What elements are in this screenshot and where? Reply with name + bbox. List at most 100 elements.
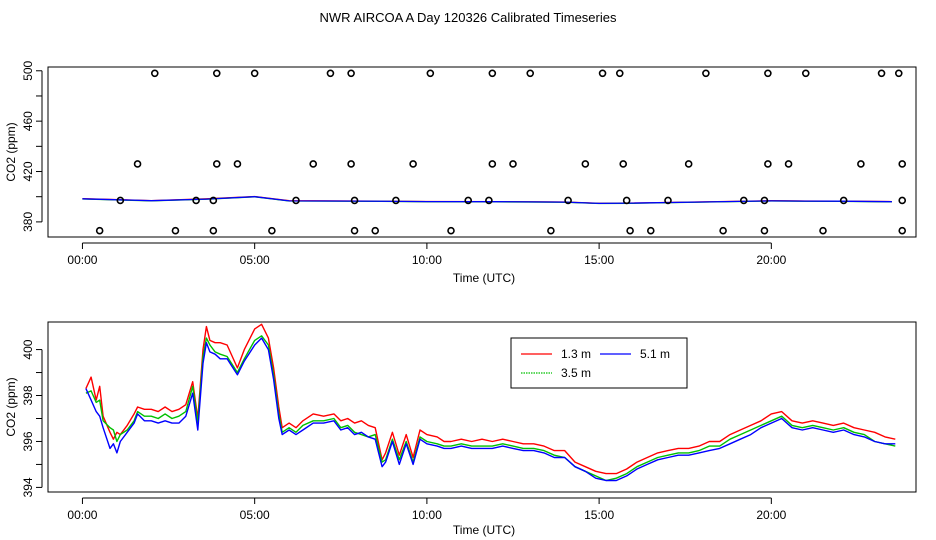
reference-point	[347, 69, 355, 78]
reference-point	[898, 160, 907, 168]
reference-point	[95, 226, 104, 235]
reference-point	[702, 69, 710, 78]
reference-point	[150, 69, 159, 78]
top-reference-points	[95, 69, 907, 235]
top-x-tick-label: 20:00	[756, 253, 786, 267]
legend-label-1-3m: 1.3 m	[561, 347, 591, 361]
reference-point	[898, 196, 907, 205]
top-y-tick-label: 460	[21, 111, 35, 131]
reference-point	[485, 196, 493, 205]
reference-point	[839, 196, 848, 205]
reference-point	[409, 160, 417, 168]
reference-point	[581, 160, 590, 168]
legend-label-3-5m: 3.5 m	[561, 366, 591, 380]
top-line-series	[82, 195, 892, 205]
reference-point	[739, 196, 748, 205]
bottom-y-tick-label: 400	[21, 339, 35, 359]
reference-point	[447, 226, 455, 235]
bottom-x-tick-label: 00:00	[67, 508, 97, 522]
reference-point	[619, 160, 628, 168]
bottom-panel: 00:00 05:00 10:00 15:00 20:00 394 396 398 400 T…	[4, 321, 917, 537]
reference-point	[819, 226, 827, 235]
reference-point	[192, 196, 200, 205]
reference-point	[857, 160, 865, 168]
reference-point	[719, 226, 727, 235]
figure-title: NWR AIRCOA A Day 120326 Calibrated Times…	[320, 10, 617, 25]
reference-point	[898, 226, 907, 235]
reference-point	[626, 226, 634, 235]
top-y-axis-label: CO2 (ppm)	[4, 122, 18, 181]
reference-point	[347, 160, 355, 168]
reference-point	[292, 196, 300, 205]
top-x-tick-label: 10:00	[412, 253, 442, 267]
top-series-5-1-m	[82, 196, 892, 205]
reference-point	[212, 69, 221, 78]
reference-point	[664, 196, 672, 205]
reference-point	[646, 226, 655, 235]
bottom-y-tick-label: 394	[21, 477, 35, 497]
reference-point	[426, 69, 435, 78]
reference-point	[268, 226, 276, 235]
bottom-series-5-1-m	[85, 337, 896, 482]
reference-point	[598, 69, 607, 78]
bottom-x-axis: 00:00 05:00 10:00 15:00 20:00	[67, 497, 787, 522]
reference-point	[326, 69, 335, 78]
reference-point	[171, 226, 180, 235]
reference-point	[233, 160, 242, 168]
reference-point	[760, 196, 769, 205]
legend-box	[510, 337, 688, 389]
top-y-tick-label: 380	[21, 212, 35, 232]
reference-point	[784, 160, 793, 168]
reference-point	[371, 226, 380, 235]
top-plot-frame	[47, 66, 917, 238]
reference-point	[684, 160, 693, 168]
reference-point	[250, 69, 259, 78]
reference-point	[801, 69, 810, 78]
reference-point	[764, 160, 772, 168]
top-y-tick-label: 420	[21, 161, 35, 181]
bottom-y-tick-label: 398	[21, 385, 35, 405]
legend: 1.3 m 3.5 m 5.1 m	[510, 337, 688, 389]
bottom-x-tick-label: 20:00	[756, 508, 786, 522]
reference-point	[309, 160, 318, 168]
reference-point	[464, 196, 473, 205]
bottom-line-series	[85, 323, 896, 482]
bottom-x-tick-label: 05:00	[240, 508, 270, 522]
reference-point	[488, 69, 497, 78]
reference-point	[894, 69, 903, 78]
reference-point	[526, 69, 535, 78]
top-x-axis-label: Time (UTC)	[453, 271, 515, 285]
top-x-tick-label: 15:00	[584, 253, 614, 267]
reference-point	[209, 196, 218, 205]
bottom-x-axis-label: Time (UTC)	[453, 523, 515, 537]
bottom-series-1-3-m	[85, 323, 896, 475]
reference-point	[392, 196, 400, 205]
top-x-tick-label: 05:00	[240, 253, 270, 267]
reference-point	[877, 69, 886, 78]
bottom-x-tick-label: 10:00	[412, 508, 442, 522]
top-y-tick-label: 500	[21, 60, 35, 80]
reference-point	[564, 196, 572, 205]
reference-point	[350, 226, 359, 235]
bottom-y-tick-label: 396	[21, 431, 35, 451]
reference-point	[615, 69, 624, 78]
bottom-plot-frame	[47, 321, 917, 493]
reference-point	[350, 196, 359, 205]
top-y-axis: 380 420 460 500	[21, 60, 43, 232]
reference-point	[547, 226, 555, 235]
reference-point	[622, 196, 631, 205]
reference-point	[209, 226, 218, 235]
reference-point	[760, 226, 769, 235]
legend-label-5-1m: 5.1 m	[640, 347, 670, 361]
bottom-series-3-5-m	[85, 335, 896, 482]
top-panel: 00:00 05:00 10:00 15:00 20:00 380 420 460 500 T…	[4, 60, 917, 285]
bottom-y-axis: 394 396 398 400	[21, 339, 43, 497]
reference-point	[764, 69, 772, 78]
reference-point	[488, 160, 497, 168]
top-x-tick-label: 00:00	[67, 253, 97, 267]
reference-point	[509, 160, 517, 168]
reference-point	[133, 160, 142, 168]
reference-point	[212, 160, 221, 168]
bottom-y-axis-label: CO2 (ppm)	[4, 377, 18, 436]
